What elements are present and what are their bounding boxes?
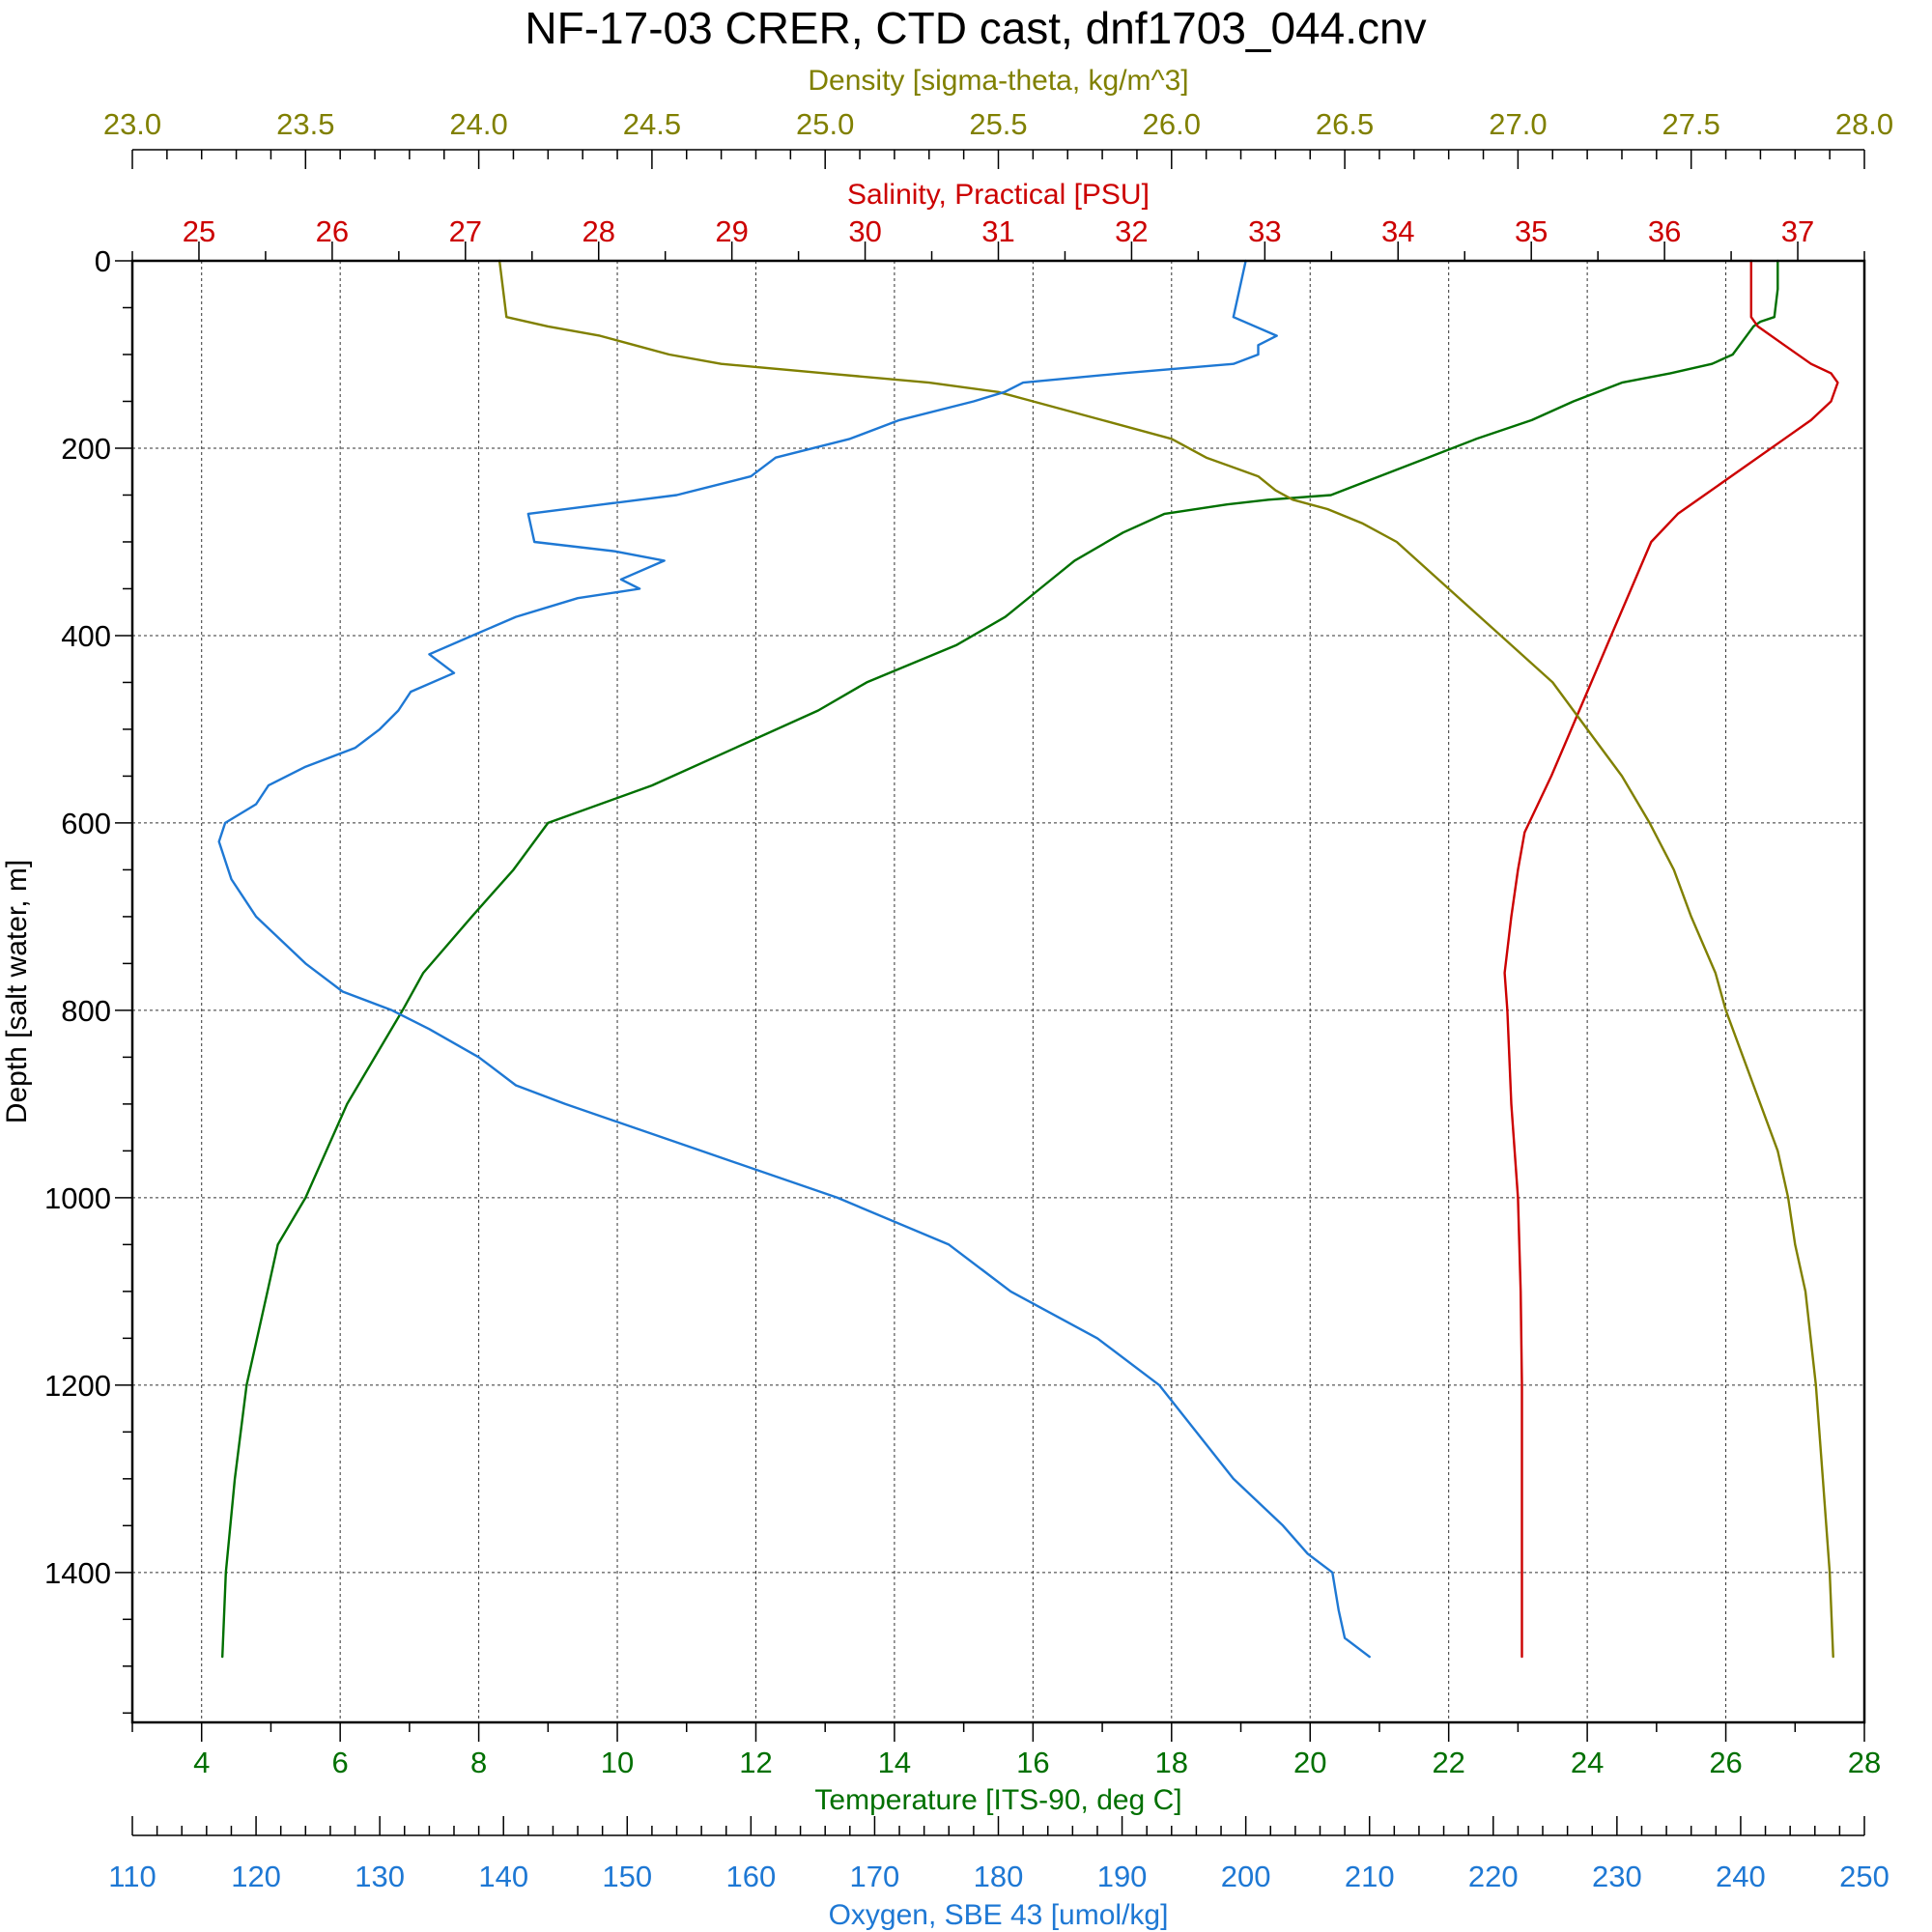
depth-tick-label-200: 200 — [61, 432, 111, 466]
oxygen-tick-label-110: 110 — [108, 1860, 156, 1893]
temperature-tick-label-10: 10 — [601, 1746, 634, 1779]
temperature-tick-label-6: 6 — [332, 1746, 349, 1779]
salinity-tick-label-27: 27 — [449, 214, 482, 248]
depth-tick-label-400: 400 — [61, 619, 111, 653]
oxygen-tick-label-200: 200 — [1221, 1860, 1271, 1893]
chart-title: NF-17-03 CRER, CTD cast, dnf1703_044.cnv — [525, 3, 1426, 53]
depth-tick-label-0: 0 — [95, 244, 111, 278]
salinity-tick-label-37: 37 — [1781, 214, 1814, 248]
salinity-tick-label-25: 25 — [183, 214, 215, 248]
salinity-tick-label-32: 32 — [1115, 214, 1148, 248]
oxygen-profile-line — [217, 259, 1371, 1659]
oxygen-tick-label-190: 190 — [1097, 1860, 1148, 1893]
salinity-tick-label-34: 34 — [1381, 214, 1414, 248]
salinity-tick-label-30: 30 — [848, 214, 881, 248]
temperature-tick-label-4: 4 — [193, 1746, 210, 1779]
oxygen-tick-label-220: 220 — [1468, 1860, 1519, 1893]
depth-tick-label-1200: 1200 — [44, 1369, 111, 1403]
oxygen-tick-label-130: 130 — [355, 1860, 405, 1893]
oxygen-tick-label-180: 180 — [974, 1860, 1024, 1893]
oxygen-tick-label-170: 170 — [850, 1860, 900, 1893]
density-tick-label-28.0: 28.0 — [1835, 107, 1893, 141]
density-tick-label-27.0: 27.0 — [1489, 107, 1547, 141]
density-tick-label-24.5: 24.5 — [623, 107, 681, 141]
temperature-tick-label-16: 16 — [1016, 1746, 1049, 1779]
depth-tick-label-600: 600 — [61, 807, 111, 840]
density-tick-label-26.0: 26.0 — [1143, 107, 1201, 141]
oxygen-tick-label-140: 140 — [478, 1860, 528, 1893]
density-axis: 23.0 23.5 24.0 24.5 25.0 25.5 26.0 26.5 27.0 27.5… — [103, 65, 1893, 169]
temperature-tick-label-14: 14 — [878, 1746, 911, 1779]
density-tick-label-25.0: 25.0 — [796, 107, 854, 141]
oxygen-tick-label-230: 230 — [1592, 1860, 1642, 1893]
depth-tick-label-800: 800 — [61, 994, 111, 1028]
depth-tick-label-1000: 1000 — [44, 1181, 111, 1215]
temperature-axis-label: Temperature [ITS-90, deg C] — [814, 1784, 1181, 1816]
temperature-profile-line — [220, 259, 1779, 1659]
temperature-tick-label-28: 28 — [1848, 1746, 1881, 1779]
density-profile-line — [497, 259, 1834, 1659]
temperature-tick-label-26: 26 — [1709, 1746, 1742, 1779]
salinity-tick-label-35: 35 — [1515, 214, 1548, 248]
temperature-tick-label-8: 8 — [470, 1746, 487, 1779]
salinity-tick-label-28: 28 — [582, 214, 614, 248]
plot-frame — [130, 259, 1866, 1724]
density-tick-label-24.0: 24.0 — [449, 107, 507, 141]
temperature-tick-label-20: 20 — [1293, 1746, 1326, 1779]
oxygen-axis-label: Oxygen, SBE 43 [umol/kg] — [829, 1899, 1169, 1931]
salinity-tick-label-29: 29 — [715, 214, 748, 248]
depth-tick-label-1400: 1400 — [44, 1556, 111, 1590]
depth-axis-label: Depth [salt water, m] — [1, 860, 33, 1123]
salinity-tick-label-33: 33 — [1248, 214, 1281, 248]
density-tick-label-23.0: 23.0 — [103, 107, 161, 141]
salinity-axis-label: Salinity, Practical [PSU] — [847, 179, 1150, 211]
temperature-tick-label-18: 18 — [1155, 1746, 1188, 1779]
salinity-profile-line — [1503, 259, 1839, 1659]
salinity-axis: 25 26 27 28 29 30 31 32 33 34 35 36 37 Salinity, Prac… — [131, 179, 1865, 261]
oxygen-tick-label-120: 120 — [231, 1860, 281, 1893]
density-tick-label-26.5: 26.5 — [1316, 107, 1374, 141]
density-tick-label-23.5: 23.5 — [276, 107, 334, 141]
temperature-tick-label-12: 12 — [739, 1746, 772, 1779]
depth-axis: 0 200 400 600 800 1000 1200 1400 Depth [salt wat… — [1, 244, 132, 1715]
density-tick-label-27.5: 27.5 — [1662, 107, 1720, 141]
density-tick-label-25.5: 25.5 — [969, 107, 1027, 141]
salinity-tick-label-36: 36 — [1648, 214, 1681, 248]
salinity-tick-label-31: 31 — [981, 214, 1014, 248]
temperature-axis: 4 6 8 10 12 14 16 18 20 22 24 26 28 Temperature [ITS-… — [131, 1722, 1881, 1816]
oxygen-tick-label-250: 250 — [1839, 1860, 1889, 1893]
density-axis-label: Density [sigma-theta, kg/m^3] — [808, 65, 1188, 97]
oxygen-tick-label-210: 210 — [1345, 1860, 1395, 1893]
temperature-tick-label-24: 24 — [1571, 1746, 1604, 1779]
oxygen-axis: 110 120 130 140 150 160 170 180 190 200 210 220 230 2… — [108, 1816, 1889, 1931]
salinity-tick-label-26: 26 — [316, 214, 349, 248]
grid-layer — [132, 261, 1864, 1722]
x-axes: 23.0 23.5 24.0 24.5 25.0 25.5 26.0 26.5 27.0 27.5… — [103, 65, 1893, 1931]
oxygen-tick-label-150: 150 — [602, 1860, 652, 1893]
oxygen-tick-label-160: 160 — [725, 1860, 776, 1893]
temperature-tick-label-22: 22 — [1432, 1746, 1464, 1779]
series-layer — [217, 259, 1839, 1659]
oxygen-tick-label-240: 240 — [1716, 1860, 1766, 1893]
